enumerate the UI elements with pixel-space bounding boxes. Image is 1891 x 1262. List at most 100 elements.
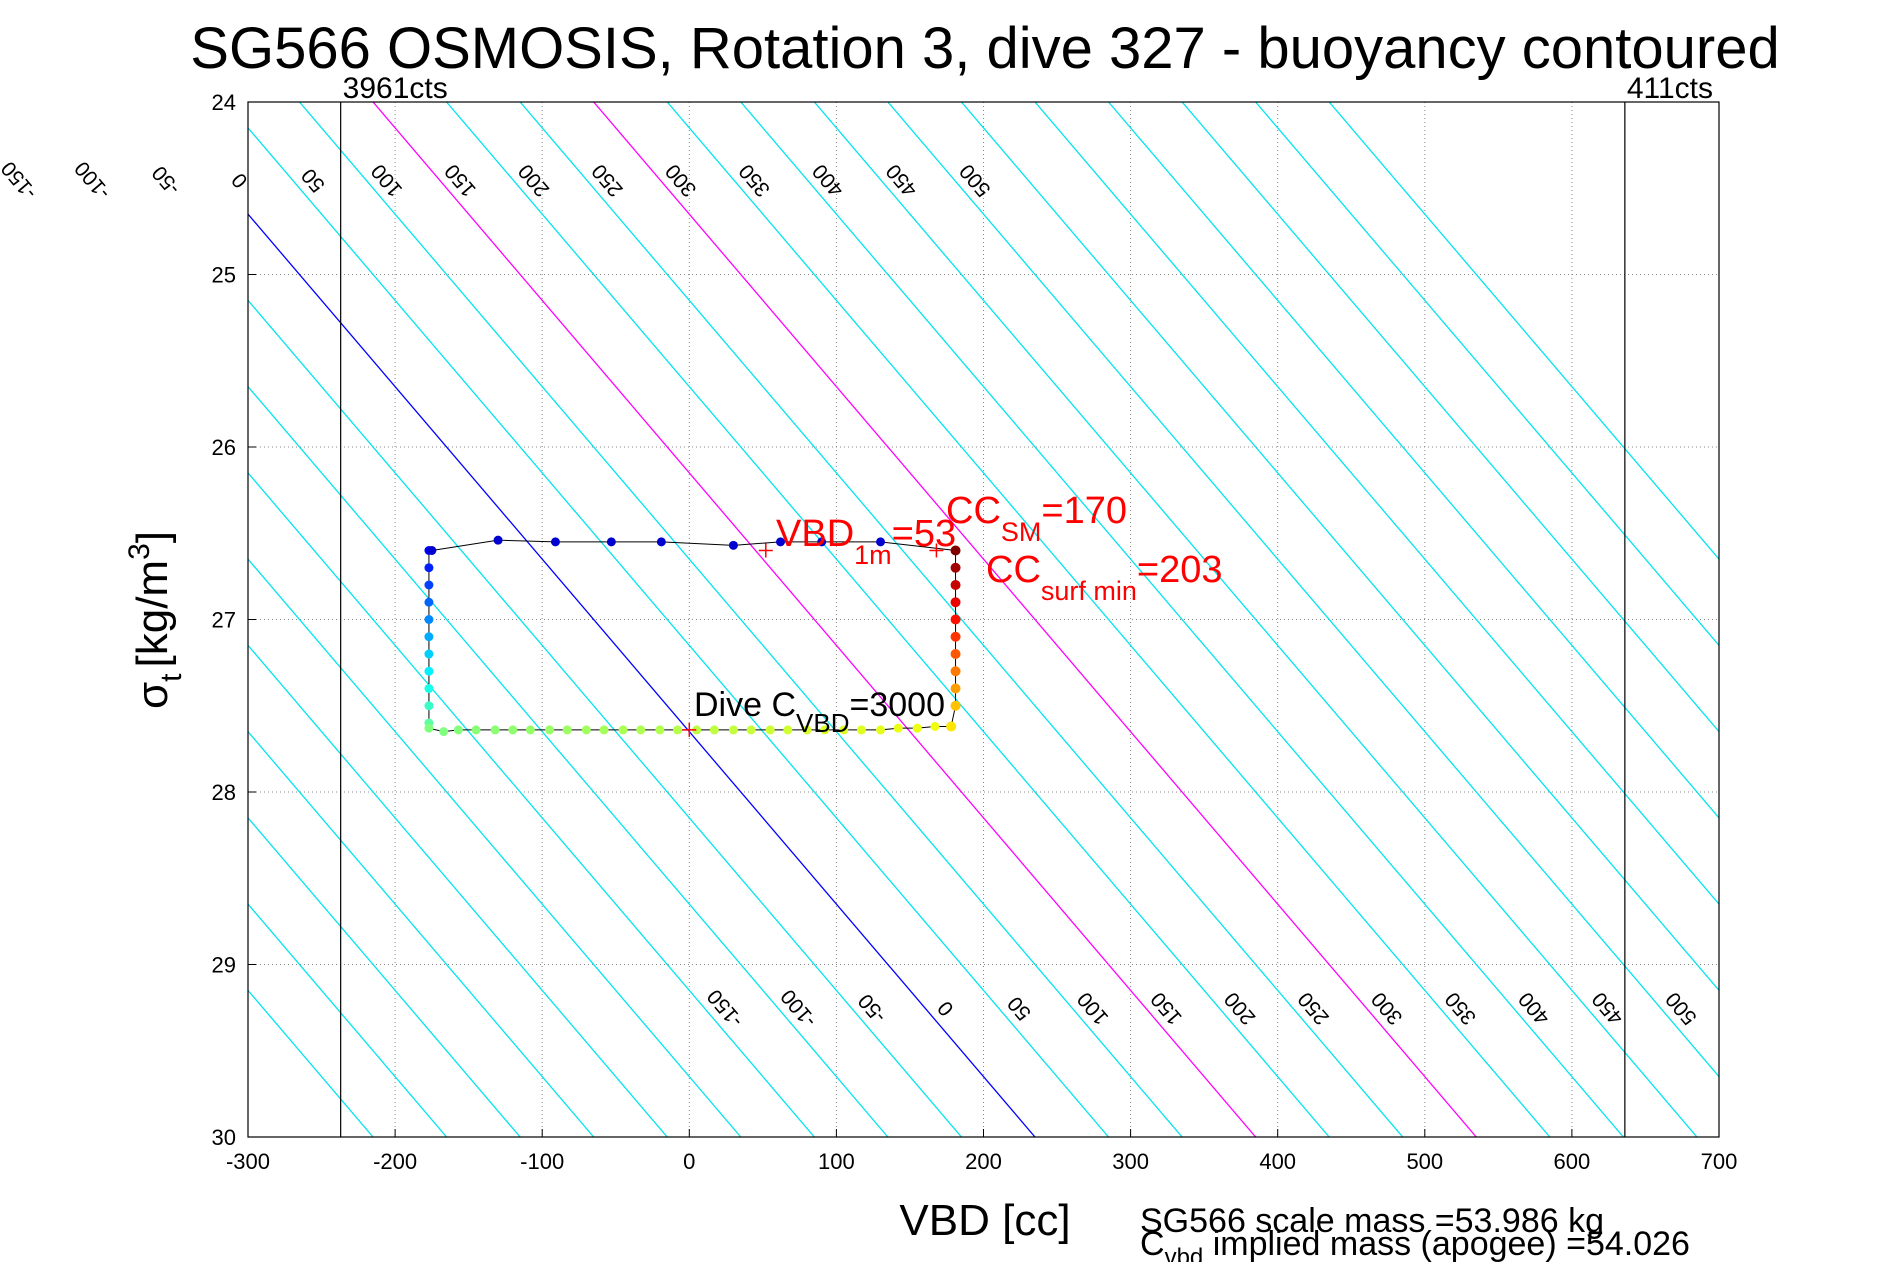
climb-point: [950, 580, 961, 590]
contour-line: [248, 816, 521, 1137]
contour-line: [519, 102, 1404, 1137]
contour-label: 0: [227, 168, 252, 192]
contour-line: [1255, 102, 1719, 647]
x-tick-label: -100: [520, 1149, 564, 1174]
climb-point: [950, 562, 961, 573]
contour-label: 150: [1146, 987, 1186, 1029]
x-axis-label: VBD [cc]: [899, 1196, 1070, 1245]
dive-point: [424, 666, 434, 676]
dive-point: [471, 725, 481, 735]
x-tick-label: -300: [226, 1149, 270, 1174]
dive-point: [930, 721, 940, 731]
contour-label: 350: [735, 159, 775, 201]
climb-point: [950, 666, 961, 677]
x-tick-label: 700: [1701, 1149, 1738, 1174]
annotation-cc-sm: CCSM=170: [946, 490, 1127, 547]
y-tick-label: 24: [212, 90, 236, 115]
contour-line: [248, 989, 374, 1137]
dive-point: [424, 649, 434, 659]
y-label-units: [kg/m: [128, 560, 177, 668]
y-tick-label: 28: [212, 780, 236, 805]
footer-implied-mass: Cvbd implied mass (apogee) =54.026: [1140, 1225, 1690, 1262]
x-tick-label: 200: [965, 1149, 1002, 1174]
x-tick-label: 300: [1112, 1149, 1149, 1174]
contour-label: 250: [1294, 987, 1334, 1029]
annotation-cc-sm-sub: SM: [1001, 517, 1042, 547]
climb-point: [493, 535, 503, 545]
climb-point: [946, 721, 957, 732]
grid: [247, 101, 1720, 1138]
contour-line: [248, 385, 889, 1137]
plot-frame: [247, 101, 1720, 1138]
climb-point: [817, 537, 827, 547]
contour-line: [372, 102, 1257, 1137]
contour-line: [248, 558, 742, 1137]
dive-point: [562, 725, 572, 735]
climb-point: [606, 537, 616, 547]
y-label-sup: 3: [123, 543, 156, 560]
dive-point: [655, 725, 665, 735]
dive-point: [709, 725, 719, 735]
contour-line: [666, 102, 1551, 1137]
y-label-sub: t: [155, 673, 188, 682]
vbd-1m-marker: [758, 543, 773, 558]
contour-label: -150: [703, 985, 748, 1032]
contour-line: [248, 903, 448, 1137]
annotation-cc-sm-suffix: =170: [1041, 490, 1127, 532]
climb-point: [950, 700, 961, 711]
annotation-cc-surf-min: CCsurf min=203: [986, 549, 1223, 606]
contour-label: 500: [955, 159, 995, 201]
dive-point: [545, 725, 555, 735]
x-tick-label: 400: [1259, 1149, 1296, 1174]
annotation-cc-surf-sub: surf min: [1041, 576, 1137, 606]
dive-point: [802, 725, 812, 735]
dive-point: [599, 725, 609, 735]
dive-point: [424, 580, 434, 590]
dive-point: [424, 684, 434, 693]
chart-title: SG566 OSMOSIS, Rotation 3, dive 327 - bu…: [190, 16, 1779, 81]
annotation-dive-cvbd-sub: VBD: [796, 708, 849, 738]
count-line-label: 411cts: [1627, 72, 1713, 105]
annotation-cc-sm-prefix: CC: [946, 490, 1001, 532]
annotation-cc-surf-suffix: =203: [1137, 549, 1223, 591]
x-tick-label: 600: [1554, 1149, 1591, 1174]
contour-label: 300: [1367, 987, 1407, 1029]
footer-implied-suffix: implied mass (apogee) =54.026: [1203, 1225, 1690, 1262]
dive-point: [618, 725, 628, 735]
contour-line: [1328, 102, 1719, 561]
contour-line: [248, 730, 595, 1137]
climb-point: [876, 537, 886, 547]
contour-line: [1181, 102, 1719, 733]
dive-point: [581, 725, 591, 735]
y-axis-label: σt [kg/m3]: [123, 531, 188, 709]
dive-point: [424, 701, 434, 711]
climb-point: [427, 546, 437, 555]
vertical-lines: 3961cts 411cts: [340, 72, 1713, 1137]
contour-line: [960, 102, 1719, 992]
contour-line: [248, 644, 668, 1137]
contour-line: [446, 102, 1330, 1137]
contour-label: 100: [1073, 987, 1113, 1029]
annotation-vbd-1m-prefix: VBD: [776, 513, 854, 555]
contour-labels: -400-350-300-250-200-150-100-50050100150…: [0, 157, 1702, 1032]
dive-point: [673, 725, 683, 735]
contour-label: -50: [854, 989, 891, 1027]
contour-line: [248, 213, 1036, 1137]
dive-point: [839, 725, 849, 735]
contour-line: [740, 102, 1624, 1137]
contour-label: 400: [1514, 987, 1554, 1029]
dive-point: [424, 597, 434, 607]
dive-cvbd-marker: [682, 722, 697, 737]
contour-line: [593, 102, 1477, 1137]
footer-implied-prefix: C: [1140, 1225, 1165, 1262]
contour-label: -100: [776, 985, 821, 1032]
contour-label: 300: [661, 159, 701, 201]
climb-point: [950, 683, 961, 694]
climb-point: [656, 537, 666, 547]
dive-point: [746, 725, 756, 735]
dive-point: [424, 723, 434, 733]
contour-label: 500: [1661, 987, 1701, 1029]
x-tick-labels: -300 -200 -100 0 100 200 300 400 500 600 700: [226, 1149, 1737, 1174]
y-tick-label: 29: [212, 953, 236, 978]
contour-line: [248, 299, 962, 1137]
